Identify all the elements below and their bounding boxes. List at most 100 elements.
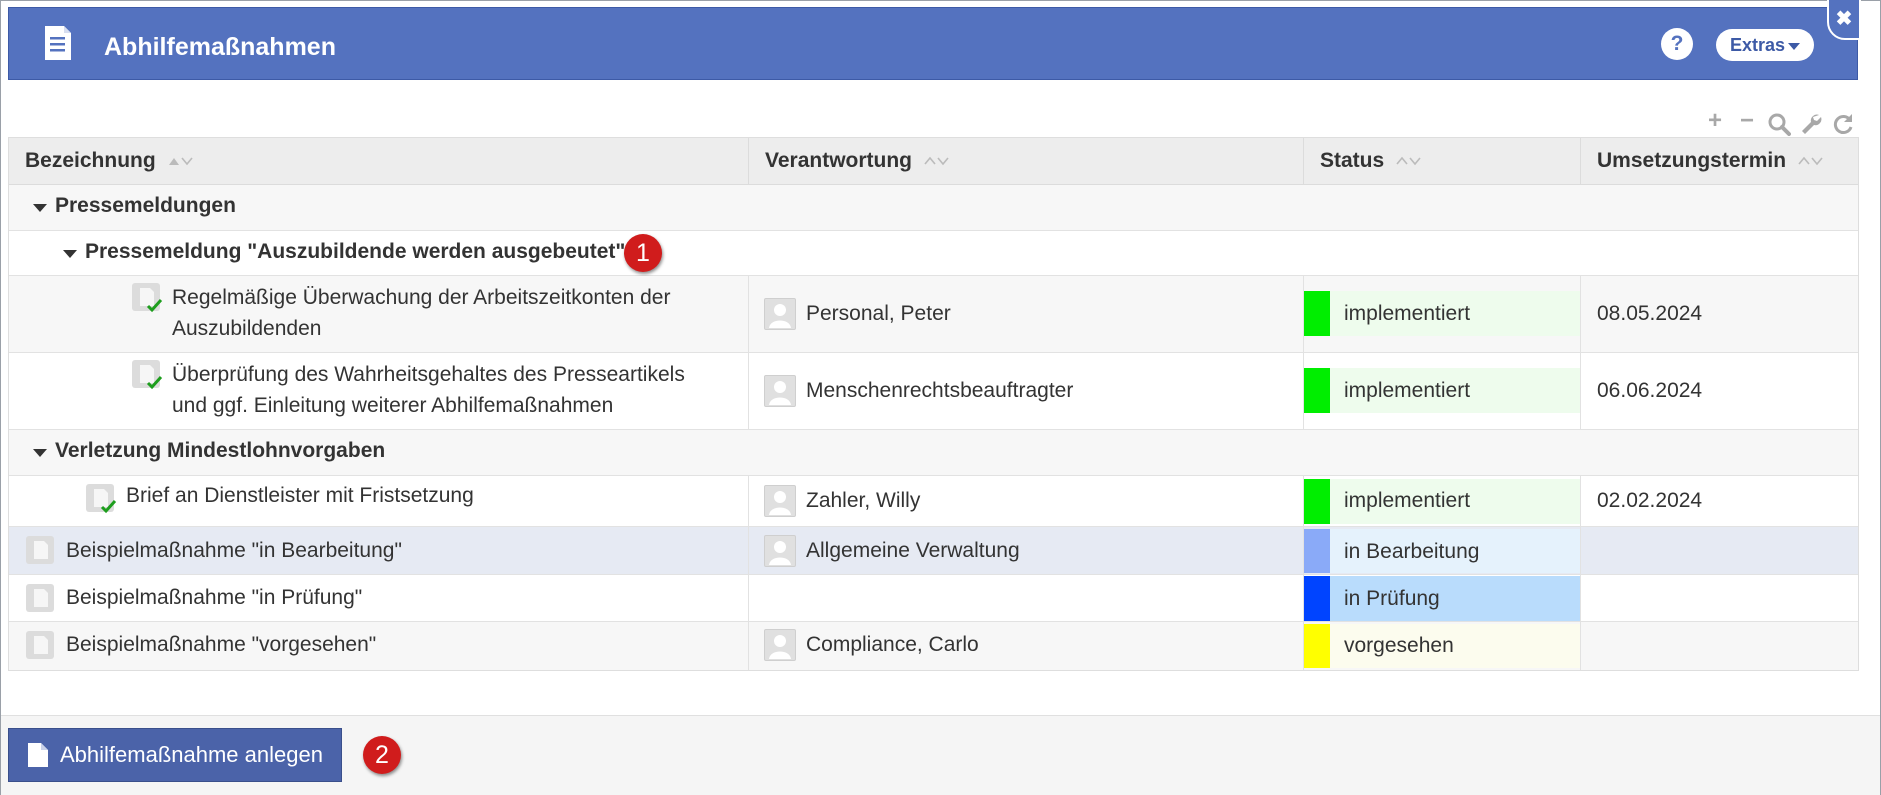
responsible-name: Zahler, Willy	[806, 489, 921, 512]
status-label: in Bearbeitung	[1344, 540, 1480, 563]
dialog-header: Abhilfemaßnahmen ? Extras	[8, 7, 1858, 80]
table-row[interactable]: Brief an Dienstleister mit Fristsetzung …	[9, 476, 1858, 527]
user-icon	[769, 381, 791, 405]
close-button[interactable]: ✖	[1827, 0, 1861, 40]
avatar	[764, 535, 796, 567]
avatar	[764, 485, 796, 517]
group-label: Verletzung Mindestlohnvorgaben	[55, 439, 386, 462]
sort-icon	[1798, 157, 1823, 166]
measure-icon	[26, 631, 54, 659]
create-measure-button[interactable]: Abhilfemaßnahme anlegen	[8, 728, 342, 782]
cell-bezeichnung: Beispielmaßnahme "vorgesehen"	[9, 622, 749, 670]
cell-verantwortung: Compliance, Carlo	[749, 622, 1304, 670]
measure-title-line2: und ggf. Einleitung weiterer Abhilfemaßn…	[172, 394, 614, 417]
collapse-icon[interactable]	[63, 250, 77, 258]
column-header-umsetzungstermin[interactable]: Umsetzungstermin	[1581, 138, 1858, 184]
status-fill	[1330, 368, 1580, 413]
responsible-name: Compliance, Carlo	[806, 633, 979, 656]
status-swatch	[1304, 291, 1330, 336]
cell-verantwortung: Personal, Peter	[749, 276, 1304, 352]
status-label: implementiert	[1344, 302, 1471, 325]
status-fill	[1330, 479, 1580, 524]
cell-verantwortung: Allgemeine Verwaltung	[749, 527, 1304, 574]
responsible-name: Menschenrechtsbeauftragter	[806, 379, 1074, 402]
cell-verantwortung	[749, 575, 1304, 621]
group-row[interactable]: Verletzung Mindestlohnvorgaben	[9, 430, 1858, 476]
responsible-name: Allgemeine Verwaltung	[806, 539, 1020, 562]
collapse-icon[interactable]	[33, 449, 47, 457]
sort-icon	[924, 157, 949, 166]
column-header-label: Status	[1320, 149, 1385, 172]
table-row[interactable]: Regelmäßige Überwachung der Arbeitszeitk…	[9, 276, 1858, 353]
grid-header: Bezeichnung Verantwortung Status Umsetzu…	[9, 138, 1858, 185]
search-icon[interactable]	[1767, 112, 1791, 136]
group-label: Pressemeldungen	[55, 194, 236, 217]
group-row[interactable]: Pressemeldung "Auszubildende werden ausg…	[9, 231, 1858, 276]
measure-icon	[26, 536, 54, 564]
sort-icon	[1396, 157, 1421, 166]
measure-title-line2: Auszubildenden	[172, 317, 322, 340]
status-fill	[1330, 576, 1580, 621]
column-header-label: Verantwortung	[765, 149, 913, 172]
extras-label: Extras	[1729, 35, 1786, 55]
cell-verantwortung: Zahler, Willy	[749, 476, 1304, 526]
cell-umsetzungstermin: 06.06.2024	[1581, 353, 1858, 429]
status-swatch	[1304, 624, 1330, 668]
refresh-icon[interactable]	[1831, 112, 1855, 136]
plus-icon[interactable]: +	[1707, 107, 1722, 134]
callout-badge: 1	[624, 234, 662, 272]
group-label: Pressemeldung "Auszubildende werden ausg…	[85, 240, 626, 263]
cell-umsetzungstermin	[1581, 622, 1858, 670]
column-header-verantwortung[interactable]: Verantwortung	[749, 138, 1304, 184]
due-date: 08.05.2024	[1597, 302, 1703, 325]
status-swatch	[1304, 368, 1330, 413]
measure-title-line1: Regelmäßige Überwachung der Arbeitszeitk…	[172, 286, 671, 309]
column-header-bezeichnung[interactable]: Bezeichnung	[9, 138, 749, 184]
measure-done-icon	[132, 283, 163, 313]
cell-verantwortung: Menschenrechtsbeauftragter	[749, 353, 1304, 429]
due-date: 06.06.2024	[1597, 379, 1703, 402]
collapse-icon[interactable]	[33, 204, 47, 212]
cell-umsetzungstermin: 02.02.2024	[1581, 476, 1858, 526]
create-measure-label: Abhilfemaßnahme anlegen	[60, 742, 323, 767]
cell-status: implementiert	[1304, 276, 1581, 352]
measure-done-icon	[86, 484, 117, 514]
minus-icon[interactable]: −	[1739, 107, 1754, 134]
caret-down-icon	[1788, 42, 1801, 50]
table-row[interactable]: Überprüfung des Wahrheitsgehaltes des Pr…	[9, 353, 1858, 430]
wrench-icon[interactable]	[1799, 112, 1823, 136]
measure-title-line1: Beispielmaßnahme "vorgesehen"	[66, 633, 377, 656]
status-label: implementiert	[1344, 489, 1471, 512]
help-button[interactable]: ?	[1661, 28, 1693, 60]
status-label: in Prüfung	[1344, 587, 1440, 610]
cell-status: in Prüfung	[1304, 575, 1581, 621]
user-icon	[769, 635, 791, 659]
measure-title-line1: Brief an Dienstleister mit Fristsetzung	[126, 484, 474, 507]
avatar	[764, 375, 796, 407]
user-icon	[769, 541, 791, 565]
table-row[interactable]: Beispielmaßnahme "vorgesehen" Compliance…	[9, 622, 1858, 670]
status-swatch	[1304, 576, 1330, 621]
group-row[interactable]: Pressemeldungen	[9, 185, 1858, 231]
avatar	[764, 629, 796, 661]
dialog-footer: Abhilfemaßnahme anlegen 2	[1, 715, 1880, 795]
status-fill	[1330, 624, 1580, 668]
cell-bezeichnung: Brief an Dienstleister mit Fristsetzung	[9, 476, 749, 526]
sort-icon	[168, 157, 193, 166]
cell-umsetzungstermin	[1581, 527, 1858, 574]
table-row[interactable]: Beispielmaßnahme "in Prüfung" in Prüfung	[9, 575, 1858, 622]
due-date: 02.02.2024	[1597, 489, 1703, 512]
column-header-label: Umsetzungstermin	[1597, 149, 1787, 172]
status-fill	[1330, 529, 1580, 573]
status-fill	[1330, 291, 1580, 336]
measure-title-line1: Überprüfung des Wahrheitsgehaltes des Pr…	[172, 363, 685, 386]
status-swatch	[1304, 529, 1330, 573]
column-header-status[interactable]: Status	[1304, 138, 1581, 184]
table-row-selected[interactable]: Beispielmaßnahme "in Bearbeitung" Allgem…	[9, 527, 1858, 575]
callout-badge: 2	[363, 736, 401, 774]
column-header-label: Bezeichnung	[25, 149, 156, 172]
extras-menu-button[interactable]: Extras	[1716, 29, 1814, 61]
grid-toolbar: + −	[1701, 107, 1861, 136]
cell-bezeichnung: Überprüfung des Wahrheitsgehaltes des Pr…	[9, 353, 749, 429]
